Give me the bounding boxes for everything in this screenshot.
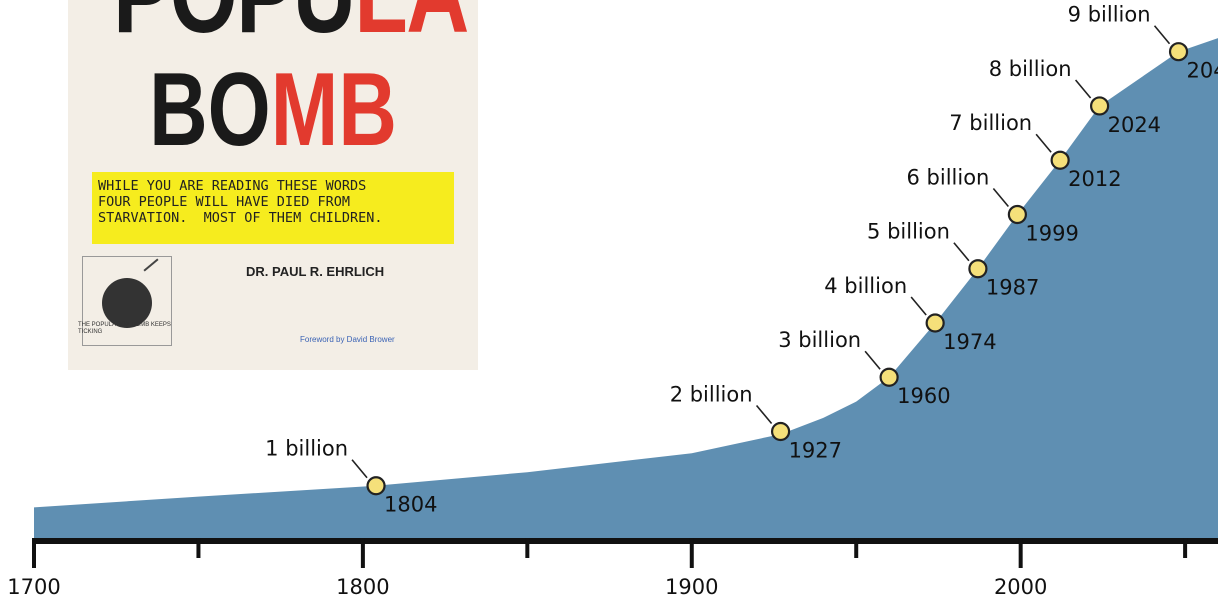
- milestone-value-label: 8 billion: [989, 57, 1072, 81]
- milestone-value-label: 1 billion: [265, 437, 348, 461]
- cover-title-line1: POPULATION: [113, 0, 478, 50]
- milestone-year-label: 1974: [943, 330, 996, 354]
- x-tick: [32, 538, 36, 568]
- milestone-year-label: 2024: [1108, 113, 1161, 137]
- milestone-marker: [968, 259, 988, 279]
- cover-title-part2: LATION: [354, 0, 478, 56]
- cover-foreword: Foreword by David Brower: [300, 335, 395, 344]
- milestone-value-label: 4 billion: [824, 274, 907, 298]
- milestone-year-label: 1999: [1025, 221, 1078, 245]
- leader-line: [864, 350, 881, 370]
- milestone-value-label: 7 billion: [949, 111, 1032, 135]
- milestone-marker: [925, 313, 945, 333]
- x-tick: [689, 538, 694, 568]
- x-tick: [525, 538, 530, 558]
- milestone-marker: [1089, 96, 1110, 116]
- leader-line: [351, 459, 368, 479]
- cover-title-line2b: MB: [270, 52, 397, 168]
- milestone-marker: [366, 476, 386, 496]
- bomb-icon: [102, 278, 152, 328]
- milestone-value-label: 5 billion: [867, 220, 950, 244]
- milestone-labels: 1 billion 1804 2 billion 1927 3 billion 1960 4…: [265, 3, 1218, 517]
- cover-yellow-band: [92, 172, 454, 244]
- milestone-marker: [879, 367, 899, 387]
- x-axis: 1700 1800 1900 2000: [7, 538, 1218, 599]
- milestone-value-label: 6 billion: [907, 165, 990, 189]
- x-tick-label: 1800: [336, 575, 389, 599]
- cover-logo-box: [82, 256, 172, 346]
- leader-line: [1074, 79, 1092, 99]
- x-tick-label: 2000: [994, 575, 1047, 599]
- x-tick-label: 1700: [7, 575, 60, 599]
- milestone-marker: [1007, 204, 1027, 225]
- milestone-year-label: 2012: [1068, 167, 1121, 191]
- book-cover: POPULATION BOMB WHILE YOU ARE READING TH…: [68, 0, 478, 370]
- x-tick: [854, 538, 859, 558]
- population-area: [34, 38, 1218, 540]
- milestone-value-label: 9 billion: [1068, 3, 1151, 27]
- leader-line: [992, 187, 1009, 207]
- milestone-year-label: 1987: [986, 276, 1039, 300]
- cover-author: DR. PAUL R. EHRLICH: [246, 264, 385, 279]
- cover-title-line2a: BO: [149, 52, 271, 168]
- x-tick-label: 1900: [665, 575, 718, 599]
- leader-line: [910, 296, 927, 316]
- cover-title-line2: BOMB: [113, 58, 433, 162]
- leader-line: [755, 404, 773, 425]
- milestone-marker: [1050, 150, 1070, 170]
- milestone-year-label: 1804: [384, 493, 437, 517]
- x-tick: [1183, 538, 1188, 558]
- x-tick: [360, 538, 365, 568]
- cover-band-text: WHILE YOU ARE READING THESE WORDS FOUR P…: [98, 178, 383, 226]
- milestone-year-label: 1960: [897, 384, 950, 408]
- milestone-year-label: 2048: [1187, 59, 1218, 83]
- leader-line: [1153, 25, 1171, 45]
- label-leaders: [351, 25, 1171, 479]
- x-tick: [1018, 538, 1023, 568]
- leader-line: [1035, 133, 1052, 153]
- milestone-marker: [1168, 42, 1189, 62]
- milestone-markers: [366, 42, 1189, 496]
- milestone-marker: [770, 421, 791, 442]
- x-axis-line: [34, 538, 1218, 544]
- milestone-year-label: 1927: [789, 438, 842, 462]
- milestone-value-label: 2 billion: [670, 382, 753, 406]
- cover-title-part1: POPU: [113, 0, 356, 56]
- x-tick: [196, 538, 201, 558]
- leader-line: [953, 242, 970, 262]
- milestone-value-label: 3 billion: [778, 328, 861, 352]
- cover-logo-text: THE POPULATION BOMB KEEPS TICKING: [78, 322, 171, 335]
